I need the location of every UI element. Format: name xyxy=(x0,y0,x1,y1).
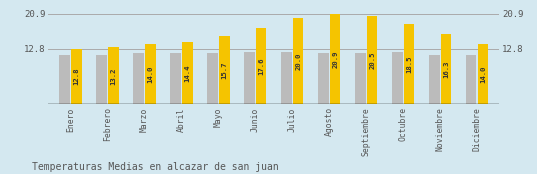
Text: 15.7: 15.7 xyxy=(221,62,227,79)
Text: 16.3: 16.3 xyxy=(443,60,449,78)
Bar xyxy=(355,53,366,104)
Bar xyxy=(367,16,378,104)
Text: 20.5: 20.5 xyxy=(369,51,375,69)
Text: 14.0: 14.0 xyxy=(147,65,154,83)
Text: 14.0: 14.0 xyxy=(480,65,486,83)
Bar xyxy=(293,18,303,104)
Bar xyxy=(281,52,292,104)
Bar xyxy=(404,24,415,104)
Text: 18.5: 18.5 xyxy=(406,56,412,73)
Bar xyxy=(133,53,144,104)
Bar xyxy=(145,44,156,104)
Bar xyxy=(71,49,82,104)
Bar xyxy=(97,55,107,104)
Bar xyxy=(392,52,403,104)
Bar xyxy=(256,28,266,104)
Bar xyxy=(170,53,180,104)
Bar xyxy=(182,42,193,104)
Text: 20.9: 20.9 xyxy=(332,50,338,68)
Text: 12.8: 12.8 xyxy=(74,68,79,85)
Bar xyxy=(318,53,329,104)
Text: Temperaturas Medias en alcazar de san juan: Temperaturas Medias en alcazar de san ju… xyxy=(32,162,279,172)
Bar xyxy=(60,55,70,104)
Text: 14.4: 14.4 xyxy=(184,65,190,82)
Bar xyxy=(244,52,255,104)
Bar xyxy=(478,44,488,104)
Bar xyxy=(207,53,217,104)
Text: 17.6: 17.6 xyxy=(258,58,264,75)
Bar xyxy=(219,36,229,104)
Bar xyxy=(429,55,439,104)
Bar xyxy=(330,14,340,104)
Bar xyxy=(441,34,451,104)
Bar xyxy=(466,55,476,104)
Text: 20.0: 20.0 xyxy=(295,52,301,70)
Text: 13.2: 13.2 xyxy=(111,67,117,85)
Bar xyxy=(108,47,119,104)
